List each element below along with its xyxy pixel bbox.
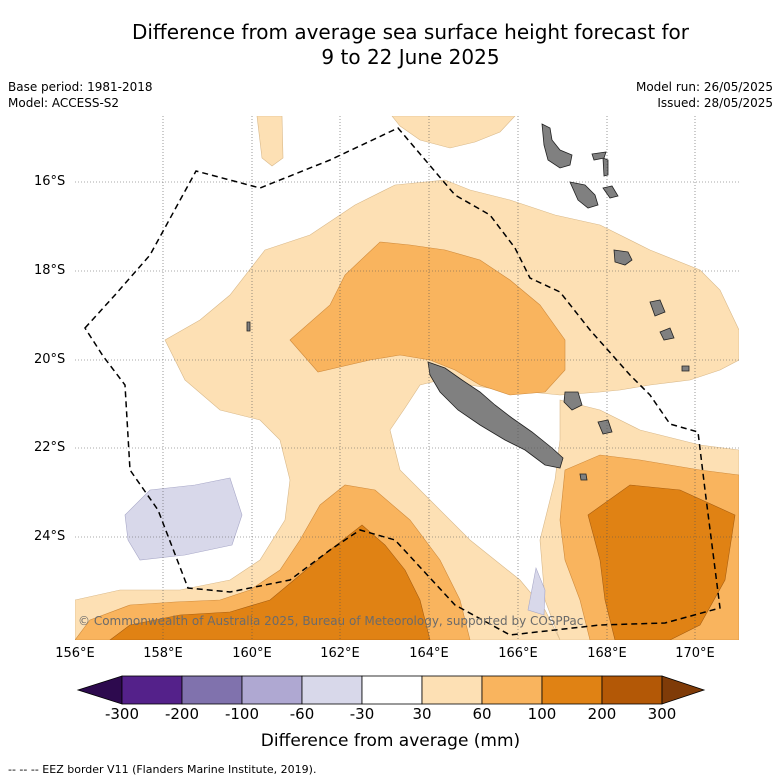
title-line-2: 9 to 22 June 2025 [321, 45, 500, 69]
colorbar-bin-3 [241, 675, 303, 705]
eez-footnote: -- -- -- EEZ border V11 (Flanders Marine… [8, 763, 317, 776]
colorbar-bin-2 [181, 675, 243, 705]
colorbar-bin-5 [361, 675, 423, 705]
land-masses [246, 123, 690, 481]
colorbar-tick-neg200: -200 [164, 705, 200, 723]
contour-30-60-main [75, 179, 739, 640]
colorbar-tick-neg100: -100 [224, 705, 260, 723]
contour-neg-30-60-south [527, 566, 546, 616]
colorbar-bin-6 [421, 675, 483, 705]
issued-date: Issued: 28/05/2025 [657, 96, 773, 110]
vanuatu-pentecost [602, 157, 609, 177]
meta-right: Model run: 26/05/2025 Issued: 28/05/2025 [636, 79, 773, 111]
lon-label-158e: 158°E [143, 646, 183, 661]
isle-of-pines [579, 473, 588, 481]
colorbar-tick-neg60: -60 [289, 705, 315, 723]
contour-30-60-top-left [256, 116, 284, 167]
lat-label-18s: 18°S [34, 263, 66, 278]
contour-100-200-south-east [587, 484, 736, 640]
colorbar-bin-8 [541, 675, 603, 705]
copyright-notice: © Commonwealth of Australia 2025, Bureau… [78, 614, 584, 628]
vanuatu-tanna [659, 327, 675, 341]
eez-border [84, 127, 721, 636]
base-period: Base period: 1981-2018 [8, 80, 153, 94]
vanuatu-espiritu-santo [541, 123, 573, 169]
lat-label-20s: 20°S [34, 352, 66, 367]
lon-label-156e: 156°E [55, 646, 95, 661]
colorbar-tick-neg300: -300 [104, 705, 140, 723]
lon-label-160e: 160°E [232, 646, 272, 661]
contour-60-100-central [289, 241, 566, 396]
colorbar-tick-30: 30 [412, 705, 432, 723]
lon-label-164e: 164°E [409, 646, 449, 661]
lon-label-170e: 170°E [675, 646, 715, 661]
vanuatu-erromango [649, 299, 666, 317]
lon-label-168e: 168°E [587, 646, 627, 661]
chesterfield-islet [246, 321, 251, 332]
colorbar-tick-300: 300 [647, 705, 677, 723]
lon-label-166e: 166°E [498, 646, 538, 661]
vanuatu-malekula [569, 181, 599, 209]
lat-label-22s: 22°S [34, 440, 66, 455]
loyalty-lifou [563, 391, 583, 411]
colorbar [76, 675, 706, 705]
colorbar-tick-neg30: -30 [349, 705, 375, 723]
vanuatu-efate [613, 249, 633, 266]
vanuatu-ambrym [591, 151, 607, 161]
lon-label-162e: 162°E [320, 646, 360, 661]
map-area [75, 116, 739, 640]
colorbar-bin-9 [601, 675, 663, 705]
colorbar-tick-60: 60 [472, 705, 492, 723]
new-caledonia [427, 361, 564, 469]
colorbar-tick-100: 100 [527, 705, 557, 723]
colorbar-bin-4 [301, 675, 363, 705]
colorbar-bin-1 [121, 675, 183, 705]
title-line-1: Difference from average sea surface heig… [131, 20, 690, 44]
graticule [75, 116, 739, 640]
map-title: Difference from average sea surface heig… [40, 20, 781, 70]
vanuatu-epi [602, 185, 619, 199]
colorbar-bin-7 [481, 675, 543, 705]
contour-30-60-top [391, 116, 516, 149]
loyalty-mare [597, 419, 613, 435]
lat-label-24s: 24°S [34, 529, 66, 544]
lat-label-16s: 16°S [34, 174, 66, 189]
model-name: Model: ACCESS-S2 [8, 96, 120, 110]
colorbar-label: Difference from average (mm) [260, 731, 521, 751]
model-run: Model run: 26/05/2025 [635, 80, 773, 94]
colorbar-tick-200: 200 [587, 705, 617, 723]
colorbar-under [76, 675, 123, 705]
contour-neg-30-60-west [124, 477, 243, 561]
colorbar-over [661, 675, 706, 705]
matthew-islet [681, 365, 690, 372]
meta-left: Base period: 1981-2018 Model: ACCESS-S2 [8, 79, 153, 111]
